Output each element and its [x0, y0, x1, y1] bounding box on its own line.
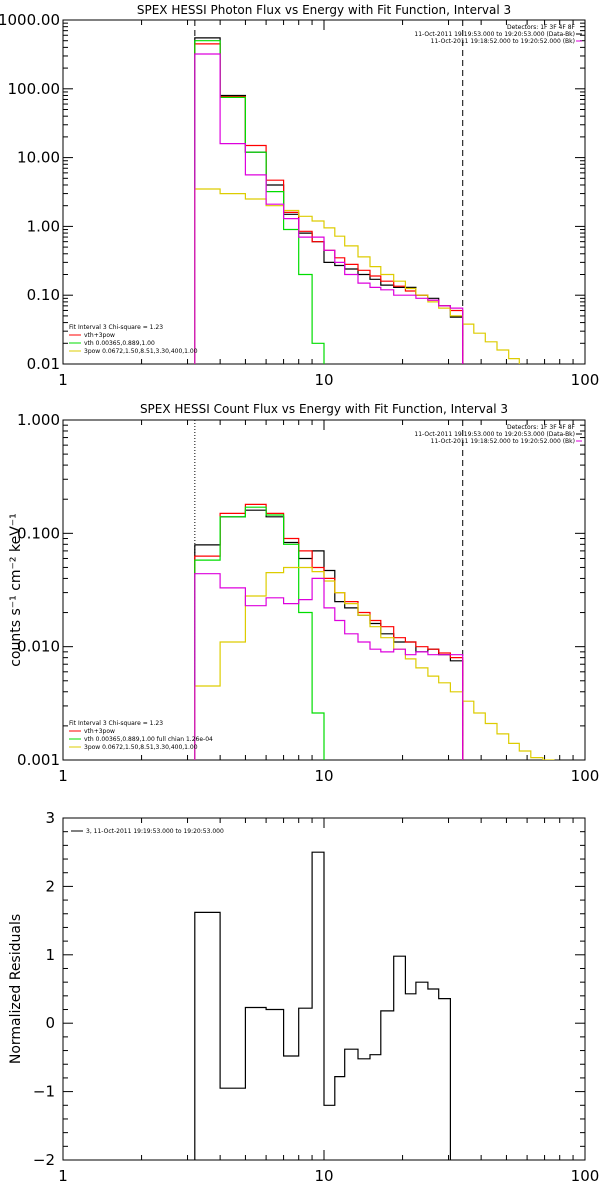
count-flux-title: SPEX HESSI Count Flux vs Energy with Fit… — [140, 402, 508, 416]
x-tick-label: 1 — [58, 1167, 68, 1185]
y-axis-label: counts s⁻¹ cm⁻² keV⁻¹ — [8, 513, 24, 667]
y-axis-label: Normalized Residuals — [8, 914, 24, 1064]
y-tick-label: 1000.00 — [0, 11, 60, 29]
legend-bottom-entry: vth+3pow — [84, 332, 115, 339]
series-line — [194, 851, 451, 1160]
series-line — [194, 506, 325, 760]
y-tick-label: 1.00 — [27, 217, 60, 235]
photon-flux-panel: SPEX HESSI Photon Flux vs Energy with Fi… — [0, 3, 599, 389]
y-tick-label: −2 — [33, 1151, 55, 1169]
legend-bottom-entry: 3pow 0.0672,1.50,8.51,3.30,400,1.00 — [84, 348, 198, 355]
series-line — [194, 509, 464, 760]
legend-top-entry: 11-Oct-2011 19:18:52.000 to 19:20:52.000… — [431, 38, 575, 45]
x-tick-label: 100 — [571, 1167, 600, 1185]
legend-top-entry: 11-Oct-2011 19:19:53.000 to 19:20:53.000… — [414, 431, 575, 438]
legend-bottom-entry: vth 0.00365,0.889,1.00 full chian 1.26e-… — [84, 736, 213, 743]
y-tick-label: 0.100 — [17, 524, 60, 542]
y-tick-label: 0.001 — [17, 751, 60, 769]
y-tick-label: 3 — [45, 809, 55, 827]
legend-bottom-entry: vth 0.00365,0.889,1.00 — [84, 340, 155, 347]
y-tick-label: 0.01 — [27, 355, 60, 373]
y-tick-label: 0 — [45, 1014, 55, 1032]
y-tick-label: 1 — [45, 946, 55, 964]
series-line — [194, 37, 464, 364]
x-tick-label: 100 — [571, 371, 600, 389]
series-line — [194, 43, 464, 364]
x-tick-label: 1 — [58, 371, 68, 389]
legend-top-entry: 11-Oct-2011 19:19:53.000 to 19:20:53.000… — [414, 31, 575, 38]
series-line — [194, 40, 325, 364]
plot-frame — [62, 19, 586, 365]
x-tick-label: 10 — [314, 767, 333, 785]
x-tick-label: 100 — [571, 767, 600, 785]
legend-bottom-entry: Fit Interval 3 Chi-square = 1.23 — [69, 720, 163, 727]
series-line — [194, 503, 464, 760]
x-tick-label: 10 — [314, 371, 333, 389]
x-tick-label: 10 — [314, 1167, 333, 1185]
count-flux-panel: SPEX HESSI Count Flux vs Energy with Fit… — [8, 402, 599, 785]
legend-top-entry: Detectors: 1F 3F 4F 8F — [507, 24, 576, 31]
legend-bottom-entry: Fit Interval 3 Chi-square = 1.23 — [69, 324, 163, 331]
y-tick-label: 10.00 — [17, 149, 60, 167]
legend-bottom-entry: 3pow 0.0672,1.50,8.51,3.30,400,1.00 — [84, 744, 198, 751]
photon-flux-title: SPEX HESSI Photon Flux vs Energy with Fi… — [137, 3, 511, 17]
x-tick-label: 1 — [58, 767, 68, 785]
y-tick-label: 0.10 — [27, 286, 60, 304]
y-tick-label: 2 — [45, 877, 55, 895]
residuals-panel: 1 10 100 −2 −1 0 1 2 3 Normalized Residuals 3, 11-… — [8, 809, 599, 1185]
y-tick-label: 0.010 — [17, 638, 60, 656]
y-tick-label: 1.000 — [17, 411, 60, 429]
series-line — [194, 566, 555, 760]
series-line — [194, 53, 464, 364]
series-line — [194, 573, 464, 760]
legend-top-entry: 11-Oct-2011 19:18:52.000 to 19:20:52.000… — [431, 438, 575, 445]
legend-entry: 3, 11-Oct-2011 19:19:53.000 to 19:20:53.… — [86, 828, 224, 835]
y-tick-label: −1 — [33, 1083, 55, 1101]
legend-bottom-entry: vth+3pow — [84, 728, 115, 735]
series-line — [194, 188, 520, 364]
legend-top-entry: Detectors: 1F 3F 4F 8F — [507, 424, 576, 431]
y-tick-label: 100.00 — [8, 80, 61, 98]
